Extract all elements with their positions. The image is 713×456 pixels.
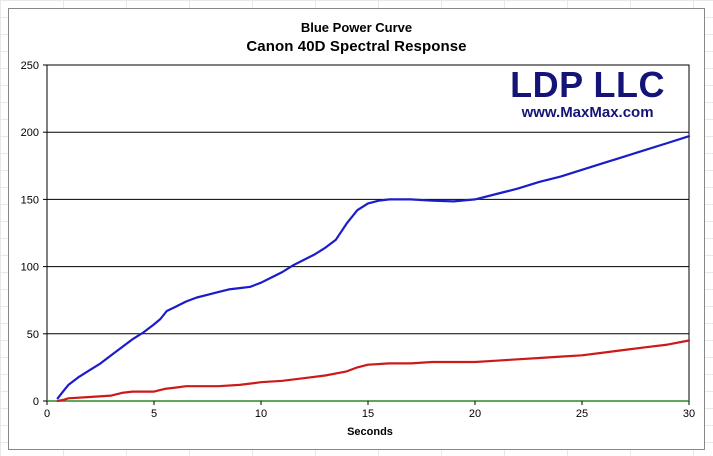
x-tick-label: 10 (255, 408, 267, 420)
chart-area[interactable] (8, 8, 705, 450)
y-tick-label: 100 (21, 262, 39, 274)
y-tick-label: 50 (27, 329, 39, 341)
watermark-logo: LDP LLC www.MaxMax.com (510, 66, 665, 122)
y-tick-label: 250 (21, 60, 39, 72)
watermark-company-name: LDP LLC (510, 64, 665, 105)
chart-subtitle: Canon 40D Spectral Response (246, 38, 467, 55)
y-tick-label: 0 (33, 396, 39, 408)
series-line-1 (56, 135, 691, 400)
series-line-2 (56, 339, 691, 403)
watermark-url: www.MaxMax.com (521, 104, 654, 121)
x-axis-title: Seconds (347, 426, 393, 438)
y-tick-label: 150 (21, 194, 39, 206)
x-tick-label: 0 (44, 408, 50, 420)
x-tick-label: 15 (362, 408, 374, 420)
x-tick-label: 20 (469, 408, 481, 420)
y-tick-label: 200 (21, 127, 39, 139)
x-tick-label: 30 (683, 408, 695, 420)
x-tick-label: 25 (576, 408, 588, 420)
plot-area-border (46, 64, 690, 402)
chart-title: Blue Power Curve (300, 20, 413, 35)
x-tick-label: 5 (151, 408, 157, 420)
